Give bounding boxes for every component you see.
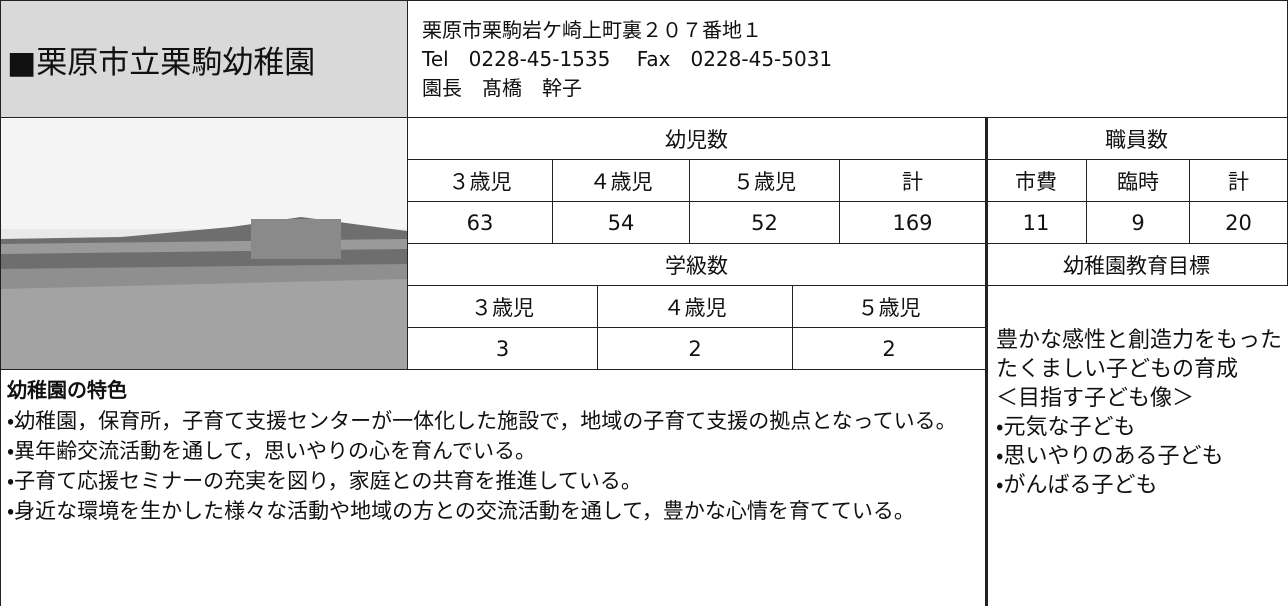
- cell: ３歳児: [408, 286, 598, 328]
- cell: 臨時: [1087, 160, 1190, 202]
- cell: 169: [840, 202, 986, 244]
- cell: 9: [1087, 202, 1190, 244]
- contact-info: 栗原市栗駒岩ケ崎上町裏２０７番地１ Tel 0228-45-1535 Fax 0…: [408, 0, 1288, 118]
- children-label: 幼児数: [408, 118, 986, 160]
- feature-item: ・幼稚園，保育所，子育て支援センターが一体化した施設で，地域の子育て支援の拠点と…: [7, 409, 957, 433]
- features: 幼稚園の特色 ・幼稚園，保育所，子育て支援センターが一体化した施設で，地域の子育…: [0, 370, 986, 606]
- feature-item: ・身近な環境を生かした様々な活動や地域の方との交流活動を通して，豊かな心情を育て…: [7, 499, 915, 523]
- cell: 2: [598, 328, 793, 370]
- address: 栗原市栗駒岩ケ崎上町裏２０７番地１: [422, 17, 762, 42]
- cell: 市費: [986, 160, 1087, 202]
- class-label: 学級数: [408, 244, 986, 286]
- phone-fax: Tel 0228-45-1535 Fax 0228-45-5031: [422, 46, 833, 71]
- staff-label: 職員数: [986, 118, 1288, 160]
- goals: 豊かな感性と創造力をもったたくましい子どもの育成 ＜目指す子ども像＞ ・元気な子…: [986, 286, 1288, 606]
- cell: 計: [840, 160, 986, 202]
- divider: [985, 118, 988, 606]
- cell: ４歳児: [598, 286, 793, 328]
- features-title: 幼稚園の特色: [7, 378, 127, 402]
- feature-item: ・子育て応援セミナーの充実を図り，家庭との共育を推進している。: [7, 469, 642, 493]
- cell: ４歳児: [553, 160, 690, 202]
- cell: 20: [1190, 202, 1288, 244]
- school-name: ■栗原市立栗駒幼稚園: [0, 0, 408, 118]
- cell: 52: [690, 202, 840, 244]
- cell: 3: [408, 328, 598, 370]
- goal-item: ・思いやりのある子ども: [996, 444, 1224, 469]
- goal-item: ・元気な子ども: [996, 415, 1136, 440]
- cell: ５歳児: [793, 286, 986, 328]
- feature-item: ・異年齢交流活動を通して，思いやりの心を育んでいる。: [7, 439, 536, 463]
- cell: 計: [1190, 160, 1288, 202]
- goals-label: 幼稚園教育目標: [986, 244, 1288, 286]
- cell: 54: [553, 202, 690, 244]
- cell: 11: [986, 202, 1087, 244]
- goals-subtitle: ＜目指す子ども像＞: [996, 386, 1195, 411]
- cell: ３歳児: [408, 160, 553, 202]
- principal: 園長 髙橋 幹子: [422, 75, 582, 100]
- photo-image: [1, 118, 407, 369]
- cell: 2: [793, 328, 986, 370]
- cell: 63: [408, 202, 553, 244]
- cell: ５歳児: [690, 160, 840, 202]
- photo: [0, 118, 408, 370]
- goal-item: ・がんばる子ども: [996, 473, 1158, 498]
- goals-text: 豊かな感性と創造力をもったたくましい子どもの育成: [996, 328, 1283, 382]
